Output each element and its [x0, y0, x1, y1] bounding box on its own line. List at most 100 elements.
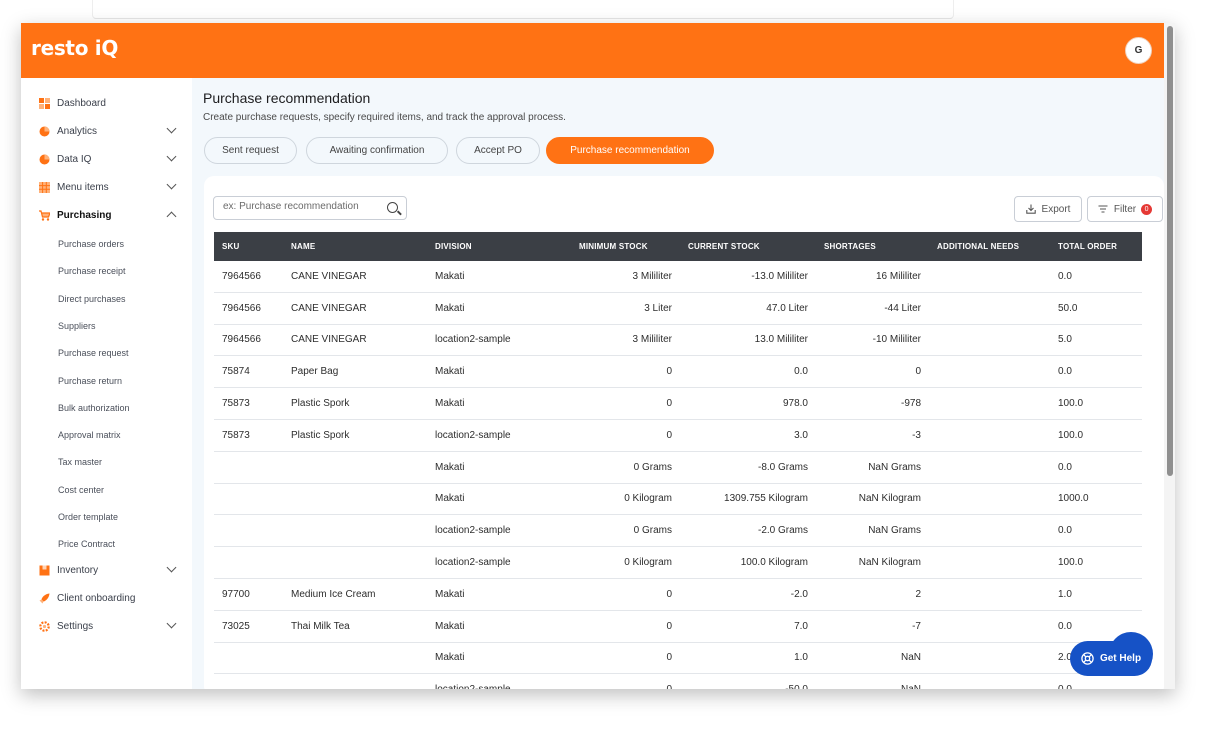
sidebar-subitem-order-template[interactable]: Order template: [58, 512, 119, 522]
table-cell: 100.0 Kilogram: [740, 557, 808, 569]
col-header-additional-needs[interactable]: ADDITIONAL NEEDS: [937, 242, 1020, 251]
table-row[interactable]: location2-sample 0 Grams -2.0 Grams NaN Gra…: [214, 515, 1142, 548]
search-icon[interactable]: [387, 202, 398, 213]
sidebar-subitem-suppliers[interactable]: Suppliers: [58, 320, 96, 331]
table-row[interactable]: 97700 Medium Ice Cream Makati 0 -2.0 2 1.0: [214, 579, 1142, 611]
sidebar-subitem-purchase-return[interactable]: Purchase return: [58, 375, 123, 386]
table-cell: 13.0 Mililiter: [754, 334, 808, 346]
table-row[interactable]: Makati 0 Kilogram 1309.755 Kilogram NaN Kil…: [214, 484, 1142, 516]
table-cell: -978: [900, 398, 921, 410]
table-cell: 3 Liter: [644, 302, 672, 314]
sidebar-item-label: Settings: [57, 620, 94, 632]
table-cell: 7964566: [222, 270, 261, 282]
table-row[interactable]: 75874 Paper Bag Makati 0 0.0 0 0.0: [214, 356, 1142, 389]
table-row[interactable]: location2-sample 0 Kilogram 100.0 Kilogram…: [214, 547, 1142, 579]
col-header-minimum-stock[interactable]: MINIMUM STOCK: [579, 242, 648, 251]
sidebar-item-menu-items[interactable]: Menu items: [39, 178, 177, 196]
table-row[interactable]: Makati 0 Grams -8.0 Grams NaN Grams 0.0: [214, 452, 1142, 484]
table-cell: 0.0: [1058, 461, 1072, 473]
sidebar-subitem-bulk-authorization[interactable]: Bulk authorization: [58, 402, 130, 413]
col-header-division[interactable]: DIVISION: [435, 242, 472, 251]
table-cell: 3 Mililiter: [632, 270, 672, 282]
table-cell: location2-sample: [435, 557, 511, 569]
table-cell: -10 Mililiter: [872, 334, 921, 346]
search-input[interactable]: [223, 201, 373, 212]
table-row[interactable]: 75873 Plastic Spork location2-sample 0 3.0 -3…: [214, 420, 1142, 452]
tab-accept-po[interactable]: Accept PO: [456, 137, 540, 164]
sidebar-item-dashboard[interactable]: Dashboard: [39, 94, 175, 112]
table-cell: location2-sample: [435, 684, 555, 689]
table-cell: 0.0: [1058, 620, 1072, 632]
table-row[interactable]: Makati 0 1.0 NaN 2.0: [214, 643, 1142, 675]
filter-button[interactable]: Filter 0: [1087, 196, 1163, 222]
sidebar-subitem-purchase-orders[interactable]: Purchase orders: [58, 239, 125, 249]
table-cell: -50.0: [672, 684, 808, 689]
sidebar-item-analytics[interactable]: Analytics: [39, 122, 177, 140]
sidebar-item-data-iq[interactable]: Data IQ: [39, 150, 177, 168]
table-cell: Makati: [435, 493, 465, 505]
sidebar-item-label: Data IQ: [57, 153, 92, 165]
col-header-shortages[interactable]: SHORTAGES: [824, 242, 876, 251]
sidebar-item-inventory[interactable]: Inventory: [39, 561, 177, 579]
col-header-total-order[interactable]: TOTAL ORDER: [1058, 242, 1118, 251]
chevron-down-icon[interactable]: [166, 179, 177, 190]
help-label: Get Help: [1099, 653, 1142, 664]
sidebar-subitem-cost-center[interactable]: Cost center: [58, 484, 105, 495]
gear-icon: [39, 620, 50, 632]
table-row[interactable]: 7964566 CANE VINEGAR location2-sample 3 Mil…: [214, 325, 1142, 357]
sidebar-item-settings[interactable]: Settings: [39, 617, 177, 635]
table-cell: NaN Kilogram: [858, 557, 921, 569]
filter-icon: [1098, 205, 1108, 213]
sidebar-item-client-onboarding[interactable]: Client onboarding: [39, 589, 175, 607]
table-cell: Makati: [435, 270, 465, 282]
table-cell: location2-sample: [435, 334, 511, 346]
col-header-current-stock[interactable]: CURRENT STOCK: [688, 242, 760, 251]
sidebar-subitem-purchase-request[interactable]: Purchase request: [58, 348, 129, 359]
chevron-down-icon[interactable]: [166, 562, 177, 573]
tab-purchase-recommendation[interactable]: Purchase recommendation: [546, 137, 714, 164]
sidebar-item-label: Client onboarding: [57, 592, 136, 604]
chevron-down-icon[interactable]: [166, 151, 177, 162]
sidebar-subitem-approval-matrix[interactable]: Approval matrix: [58, 430, 121, 441]
col-header-sku[interactable]: SKU: [222, 242, 240, 251]
sidebar-subitem-price-contract[interactable]: Price Contract: [58, 539, 116, 550]
scrollbar-thumb[interactable]: [1167, 26, 1173, 476]
table-cell: 1.0: [794, 652, 808, 664]
table-cell: 0: [666, 429, 672, 441]
table-cell: 0.0: [1058, 684, 1142, 689]
sidebar-subitem-tax-master[interactable]: Tax master: [58, 457, 103, 468]
table-cell: Plastic Spork: [291, 429, 350, 441]
chevron-up-icon[interactable]: [166, 211, 177, 222]
sidebar-item-purchasing[interactable]: Purchasing: [39, 206, 177, 224]
table-body: 7964566 CANE VINEGAR Makati 3 Mililiter -13.…: [214, 261, 1142, 689]
table-row[interactable]: 7964566 CANE VINEGAR Makati 3 Mililiter -13.…: [214, 261, 1142, 293]
page-scrollbar[interactable]: [1164, 23, 1175, 689]
sidebar-subitem-direct-purchases[interactable]: Direct purchases: [58, 293, 126, 304]
app-logo[interactable]: resto iQ: [31, 36, 119, 60]
table-row[interactable]: 73025 Thai Milk Tea Makati 0 7.0 -7 0.0: [214, 611, 1142, 643]
tab-awaiting-confirmation[interactable]: Awaiting confirmation: [306, 137, 448, 164]
table-cell: location2-sample: [435, 525, 511, 537]
table-cell: NaN Grams: [868, 461, 921, 473]
chevron-down-icon[interactable]: [166, 618, 177, 629]
app-window: resto iQ G Dashboard Analytics Data IQ M…: [21, 23, 1175, 689]
table-cell: 47.0 Liter: [766, 302, 808, 314]
sidebar-subitem-purchase-receipt[interactable]: Purchase receipt: [58, 266, 126, 277]
sidebar: Dashboard Analytics Data IQ Menu items P…: [21, 78, 192, 689]
table-cell: Medium Ice Cream: [291, 588, 376, 600]
user-avatar[interactable]: G: [1125, 37, 1152, 64]
col-header-name[interactable]: NAME: [291, 242, 316, 251]
table-cell: 7964566: [222, 302, 261, 314]
export-button[interactable]: Export: [1014, 196, 1082, 222]
table-cell: 100.0: [1058, 429, 1084, 441]
tab-sent-request[interactable]: Sent request: [204, 137, 297, 164]
table-row[interactable]: 75873 Plastic Spork Makati 0 978.0 -978 100.0: [214, 388, 1142, 420]
chevron-down-icon[interactable]: [166, 123, 177, 134]
table-row[interactable]: 7964566 CANE VINEGAR Makati 3 Liter 47.0 Lit…: [214, 293, 1142, 325]
table-cell: NaN Grams: [868, 525, 921, 537]
get-help-button[interactable]: Get Help: [1070, 641, 1152, 676]
table-cell: Makati: [435, 461, 465, 473]
sidebar-item-label: Dashboard: [57, 97, 106, 109]
table-cell: NaN: [900, 652, 921, 664]
